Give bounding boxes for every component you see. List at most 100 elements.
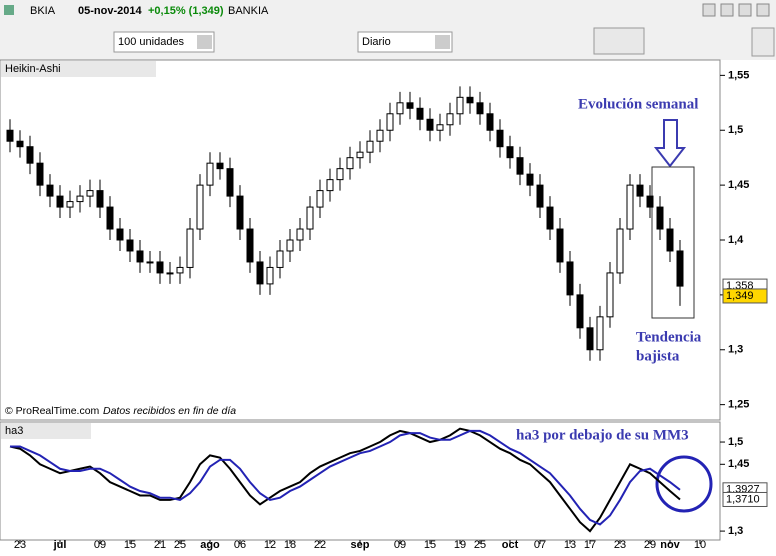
candle-body [316,190,324,208]
x-tick-label: 22 [314,539,326,551]
candle-body [136,250,144,263]
x-tick-label: 17 [584,539,596,551]
candle-body [266,266,274,285]
panel-header [1,61,156,77]
y-tick-label: 1,5 [728,436,743,448]
candle-body [556,228,564,263]
candle-body [336,168,344,181]
period-dropdown[interactable] [357,31,453,53]
candle-body [576,294,584,329]
indicator-title: ha3 [5,425,23,437]
annotation: bajista [636,348,680,364]
annotation: ha3 por debajo de su MM3 [516,427,689,443]
symbol[interactable]: BKIA [30,5,56,17]
candle-body [106,206,114,230]
y-tick-label: 1,45 [728,458,749,470]
candle-body [486,113,494,131]
candle-body [466,96,474,104]
price-tag [722,491,768,507]
candle-body [496,129,504,148]
candle-body [506,146,514,159]
candle-body [196,184,204,230]
candle-body [66,201,74,208]
candle-body [236,195,244,230]
quantity-dropdown[interactable] [113,31,215,53]
dropdown-arrow [197,35,212,49]
side-button[interactable] [751,27,775,57]
x-tick-label: 07 [534,539,546,551]
candle-body [86,190,94,197]
arrow [653,119,687,168]
candle-body [546,206,554,230]
price-tag [722,288,768,304]
maximize-button[interactable] [738,3,752,17]
candle-body [536,184,544,208]
candle-body [256,261,264,285]
close-button[interactable] [756,3,770,17]
candle-body [306,206,314,230]
y-tick-label: 1,3 [728,344,743,356]
candle-body [296,228,304,241]
dropdown-arrow [435,35,450,49]
candle-body [56,195,64,208]
company-name: BANKIA [228,5,269,17]
candle-body [666,228,674,252]
candle-body [76,195,84,203]
minimize-button[interactable] [702,3,716,17]
chart-type-button[interactable] [593,27,645,55]
candle-body [606,272,614,318]
candle-body [206,162,214,186]
candle-body [396,102,404,115]
candle-body [36,162,44,186]
candle-body [216,162,224,170]
x-tick-label: 15 [424,539,436,551]
candle-body [596,316,604,351]
highlight-circle [655,455,713,513]
x-tick-label: sep [351,539,370,551]
y-tick-label: 1,3 [728,525,743,537]
x-tick-label: 23 [14,539,26,551]
symbol-icon[interactable] [4,5,14,15]
candle-body [126,239,134,252]
x-tick-label: 25 [474,539,486,551]
candle-body [326,179,334,192]
candle-body [676,250,684,287]
candle-body [286,239,294,252]
candle-body [636,184,644,197]
annotation: Tendencia [636,329,702,345]
change: +0,15% (1,349) [148,5,224,17]
restore-button[interactable] [720,3,734,17]
annotation: Evolución semanal [578,96,698,112]
candle-body [146,261,154,264]
candle-body [16,140,24,148]
candle-body [436,124,444,131]
candle-body [46,184,54,197]
x-tick-label: 10 [694,539,706,551]
x-tick-label: 13 [564,539,576,551]
y-tick-label: 1,5 [728,124,743,136]
indicator-line [9,427,681,533]
candle-body [6,129,14,142]
candle-body [186,228,194,268]
x-tick-label: 15 [124,539,136,551]
candle-body [276,250,284,268]
candle-body [116,228,124,241]
x-tick-label: 25 [174,539,186,551]
y-tick-label: 1,55 [728,69,749,81]
candle-body [446,113,454,126]
candle-body [176,266,184,274]
plot-area [0,59,721,421]
candle-body [356,151,364,159]
candle-body [586,327,594,351]
candle-body [566,261,574,296]
x-tick-label: 09 [94,539,106,551]
x-tick-label: ago [200,539,220,551]
x-tick-label: 29 [644,539,656,551]
candle-body [426,118,434,131]
x-tick-label: 12 [264,539,276,551]
candle-body [386,113,394,131]
price-tag-label: 1,3710 [726,493,760,505]
period: Diario [362,36,391,48]
candle-body [156,261,164,274]
